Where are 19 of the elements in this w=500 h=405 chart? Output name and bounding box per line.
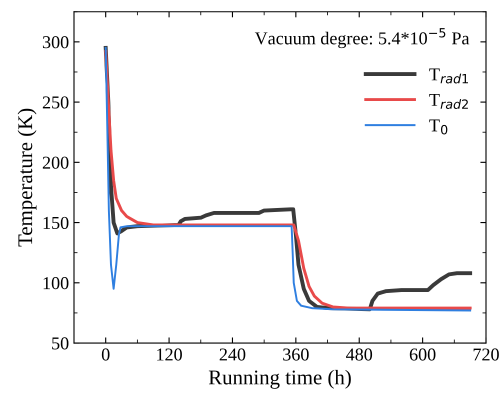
x-tick-label: 120 (157, 348, 182, 361)
legend-label: T$_{rad1}$ (429, 68, 468, 84)
x-tick-label: 600 (410, 348, 436, 361)
y-tick-label: 250 (42, 96, 68, 109)
x-tick-label: 0 (102, 348, 110, 361)
x-axis-title: Running time (h) (208, 370, 351, 389)
y-tick-label: 150 (44, 216, 68, 230)
legend-label: T$_{rad2}$ (429, 94, 468, 109)
x-tick-label: 720 (474, 348, 499, 361)
y-tick-label: 300 (42, 36, 68, 48)
y-tick-label: 100 (44, 277, 68, 290)
y-tick-label: 50 (52, 337, 68, 350)
y-axis-title: Temperature (K) (18, 108, 36, 247)
x-tick-label: 360 (283, 348, 309, 361)
x-tick-label: 480 (346, 348, 372, 361)
legend-label: T$_{0}$ (429, 119, 448, 134)
x-tick-label: 240 (220, 348, 246, 361)
y-tick-label: 200 (42, 156, 68, 169)
annotation: Vacuum degree: 5.4*10$^{−5}$ Pa (254, 28, 470, 48)
